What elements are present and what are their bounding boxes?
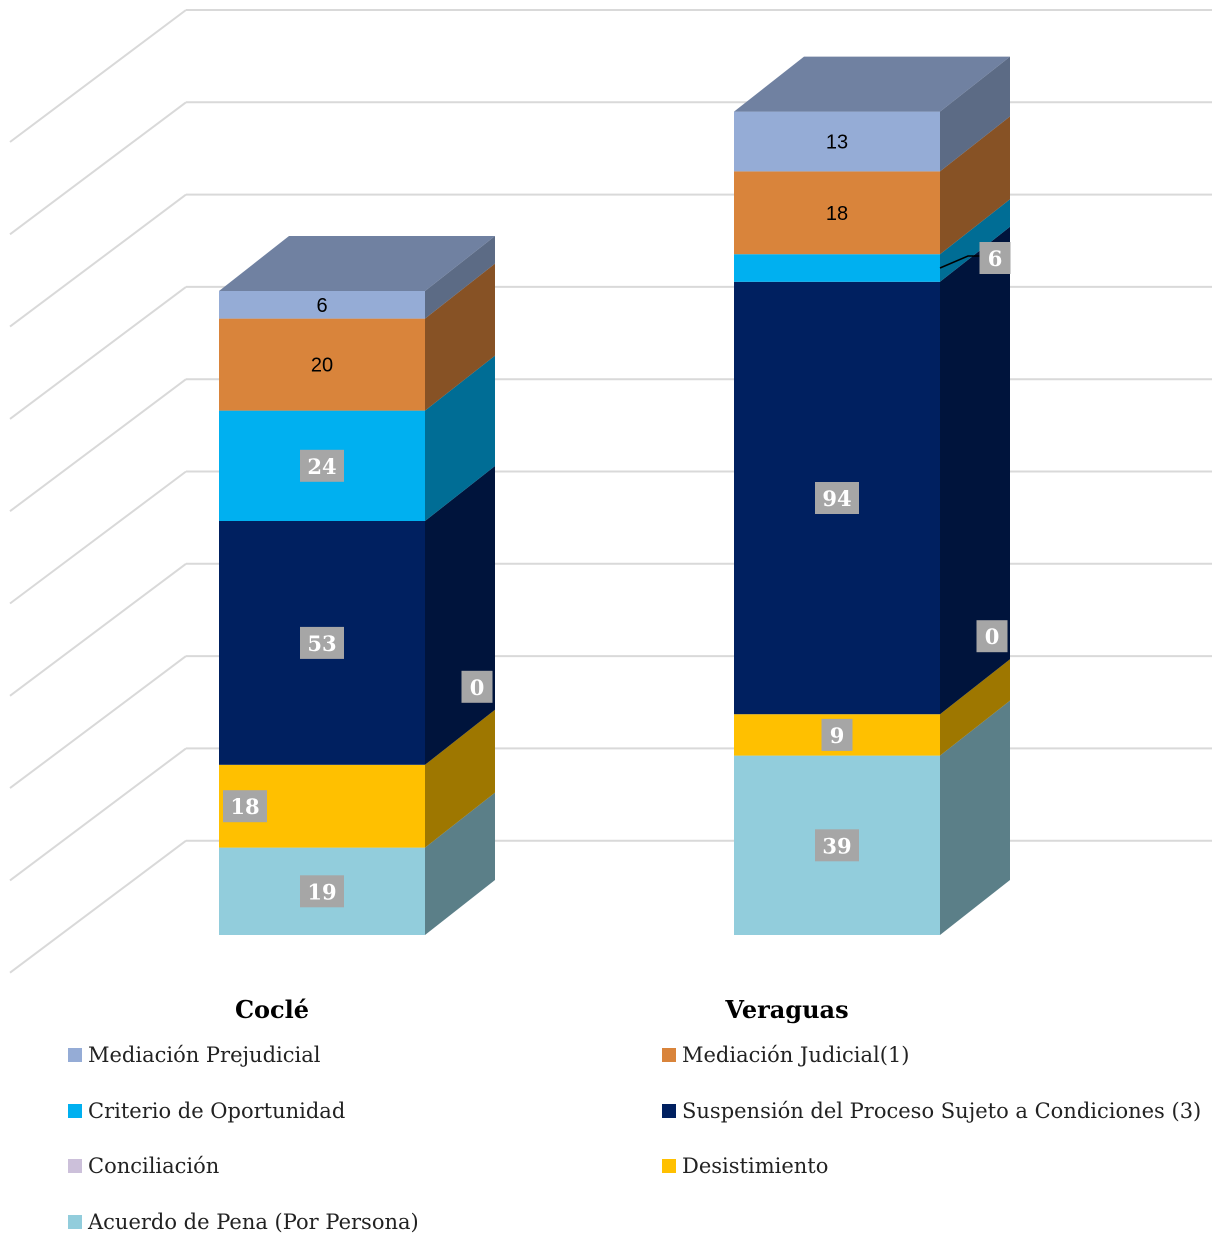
gridlines (9, 9, 1212, 974)
gridline-depth (9, 747, 187, 882)
bar-side-veraguas-suspension-del-proceso-sujeto-a-condiciones-3 (940, 226, 1010, 715)
data-label-box-veraguas-criterio-de-oportunidad (979, 242, 1011, 274)
bar-side-cocle-acuerdo-de-pena-por-persona (425, 792, 495, 935)
bar-side-veraguas-desistimiento (940, 659, 1010, 756)
data-label-cocle-desistimiento: 18 (230, 794, 259, 819)
gridline-depth (9, 9, 187, 143)
bars (219, 56, 1010, 935)
bar-veraguas-mediacion-prejudicial (734, 111, 940, 172)
bar-side-veraguas-acuerdo-de-pena-por-persona (940, 700, 1010, 935)
data-label-box-veraguas-suspension-del-proceso-sujeto-a-condiciones-3 (815, 482, 859, 514)
bar-cocle-mediacion-judicial-1 (219, 318, 425, 411)
data-label-cocle-suspension-del-proceso-sujeto-a-condiciones-3: 53 (307, 631, 336, 656)
data-label-box-cocle-criterio-de-oportunidad (300, 449, 344, 482)
data-label-box-cocle-suspension-del-proceso-sujeto-a-condiciones-3 (300, 626, 344, 659)
category-label-veraguas: Veraguas (724, 995, 848, 1024)
gridline-depth (9, 101, 187, 236)
data-label-cocle-mediacion-judicial-1: 20 (311, 355, 333, 377)
bar-top-cocle (219, 236, 495, 291)
data-label-veraguas-mediacion-prejudicial: 13 (826, 132, 848, 154)
data-label-cocle-criterio-de-oportunidad: 24 (307, 454, 336, 479)
data-label-veraguas-conciliacion: 0 (985, 624, 1000, 649)
bar-side-cocle-criterio-de-oportunidad (425, 355, 495, 521)
gridline-depth (9, 839, 187, 974)
data-label-box-cocle-desistimiento (223, 790, 267, 823)
bar-side-veraguas-mediacion-judicial-1 (940, 116, 1010, 255)
gridline-depth (9, 470, 187, 605)
data-label-veraguas-desistimiento: 9 (830, 723, 845, 748)
data-label-cocle-acuerdo-de-pena-por-persona: 19 (307, 879, 336, 904)
bar-veraguas-criterio-de-oportunidad (734, 254, 940, 282)
gridline-depth (9, 378, 187, 513)
data-label-box-cocle-acuerdo-de-pena-por-persona (300, 875, 344, 908)
bar-veraguas-mediacion-judicial-1 (734, 171, 940, 255)
data-label-veraguas-mediacion-judicial-1: 18 (826, 203, 848, 225)
data-label-box-cocle-conciliacion (461, 670, 493, 703)
data-label-veraguas-suspension-del-proceso-sujeto-a-condiciones-3: 94 (822, 486, 851, 511)
data-label-veraguas-acuerdo-de-pena-por-persona: 39 (822, 833, 851, 858)
bar-side-cocle-desistimiento (425, 709, 495, 848)
data-label-veraguas-criterio-de-oportunidad: 6 (988, 246, 1003, 271)
gridline-depth (9, 193, 187, 328)
gridline-depth (9, 286, 187, 420)
bar-side-cocle-mediacion-judicial-1 (425, 263, 495, 411)
data-label-box-veraguas-desistimiento (821, 718, 853, 751)
bar-side-cocle-mediacion-prejudicial (425, 236, 495, 319)
data-label-cocle-mediacion-prejudicial: 6 (316, 295, 327, 317)
category-labels: Coclé Veraguas (235, 995, 849, 1024)
bar-top-veraguas (734, 56, 1010, 112)
data-label-box-veraguas-conciliacion (976, 620, 1008, 653)
category-label-cocle: Coclé (235, 995, 309, 1024)
data-labels: 19 18 0 53 24 20 6 39 9 0 94 6 18 13 (223, 132, 1011, 908)
data-label-cocle-conciliacion: 0 (470, 675, 485, 700)
data-label-box-veraguas-acuerdo-de-pena-por-persona (815, 829, 859, 862)
leader-line-veraguas-criterio-de-oportunidad (939, 255, 982, 269)
gridline-depth (9, 655, 187, 789)
bar-side-veraguas-mediacion-prejudicial (940, 56, 1010, 172)
gridline-depth (9, 562, 187, 697)
bar-cocle-mediacion-prejudicial (219, 291, 425, 319)
